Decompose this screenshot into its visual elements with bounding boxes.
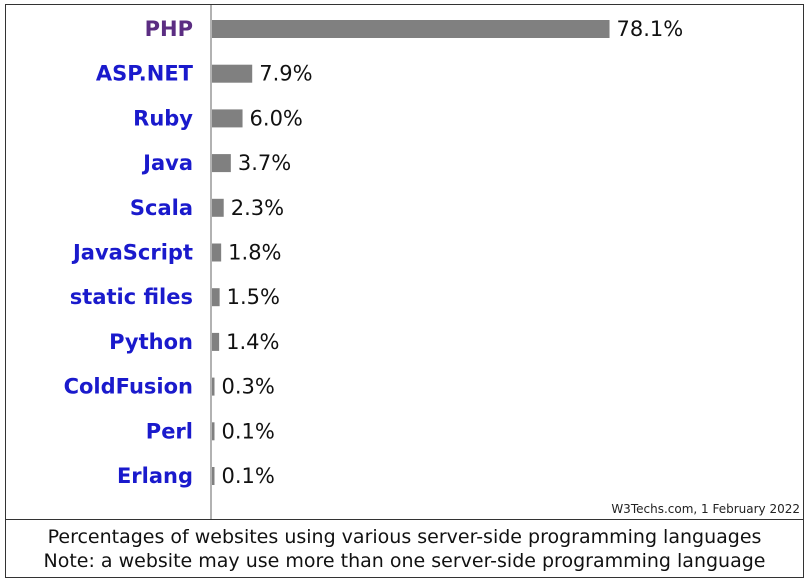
category-label[interactable]: ColdFusion <box>64 375 193 399</box>
chart-area: PHP 78.1% ASP.NET 7.9% Ruby 6.0% Java 3.7% Scala… <box>6 5 803 519</box>
bar <box>212 288 220 307</box>
category-label[interactable]: Python <box>109 330 193 354</box>
bar <box>212 332 220 351</box>
caption-line-2: Note: a website may use more than one se… <box>43 549 766 572</box>
bar <box>212 64 253 83</box>
category-label[interactable]: Ruby <box>133 106 193 130</box>
caption: Percentages of websites using various se… <box>6 519 803 577</box>
source-note: W3Techs.com, 1 February 2022 <box>611 502 800 516</box>
value-label: 1.5% <box>227 285 280 309</box>
value-label: 3.7% <box>238 151 291 175</box>
category-label[interactable]: Java <box>141 151 193 175</box>
category-label[interactable]: Erlang <box>117 464 193 488</box>
category-label[interactable]: static files <box>70 285 193 309</box>
value-label: 0.1% <box>222 419 275 443</box>
category-label[interactable]: Scala <box>130 196 193 220</box>
category-label[interactable]: ASP.NET <box>96 62 194 86</box>
bar <box>212 154 231 173</box>
caption-line-1: Percentages of websites using various se… <box>47 525 762 548</box>
bar <box>212 109 243 128</box>
bar <box>212 243 222 262</box>
value-label: 2.3% <box>231 196 284 220</box>
category-label[interactable]: JavaScript <box>71 241 193 265</box>
bar <box>212 377 215 396</box>
value-label: 0.1% <box>222 464 275 488</box>
value-label: 78.1% <box>617 17 684 41</box>
value-label: 1.8% <box>228 241 281 265</box>
bar-chart: PHP 78.1% ASP.NET 7.9% Ruby 6.0% Java 3.7% Scala… <box>64 5 800 519</box>
bar <box>212 20 610 38</box>
category-label[interactable]: Perl <box>146 419 193 443</box>
bar <box>212 467 215 485</box>
chart-frame: PHP 78.1% ASP.NET 7.9% Ruby 6.0% Java 3.7% Scala… <box>5 4 804 578</box>
category-label[interactable]: PHP <box>145 17 193 41</box>
value-label: 7.9% <box>259 62 312 86</box>
bar <box>212 422 215 441</box>
value-label: 1.4% <box>226 330 279 354</box>
value-label: 6.0% <box>250 106 303 130</box>
value-label: 0.3% <box>222 375 275 399</box>
bar <box>212 198 224 217</box>
